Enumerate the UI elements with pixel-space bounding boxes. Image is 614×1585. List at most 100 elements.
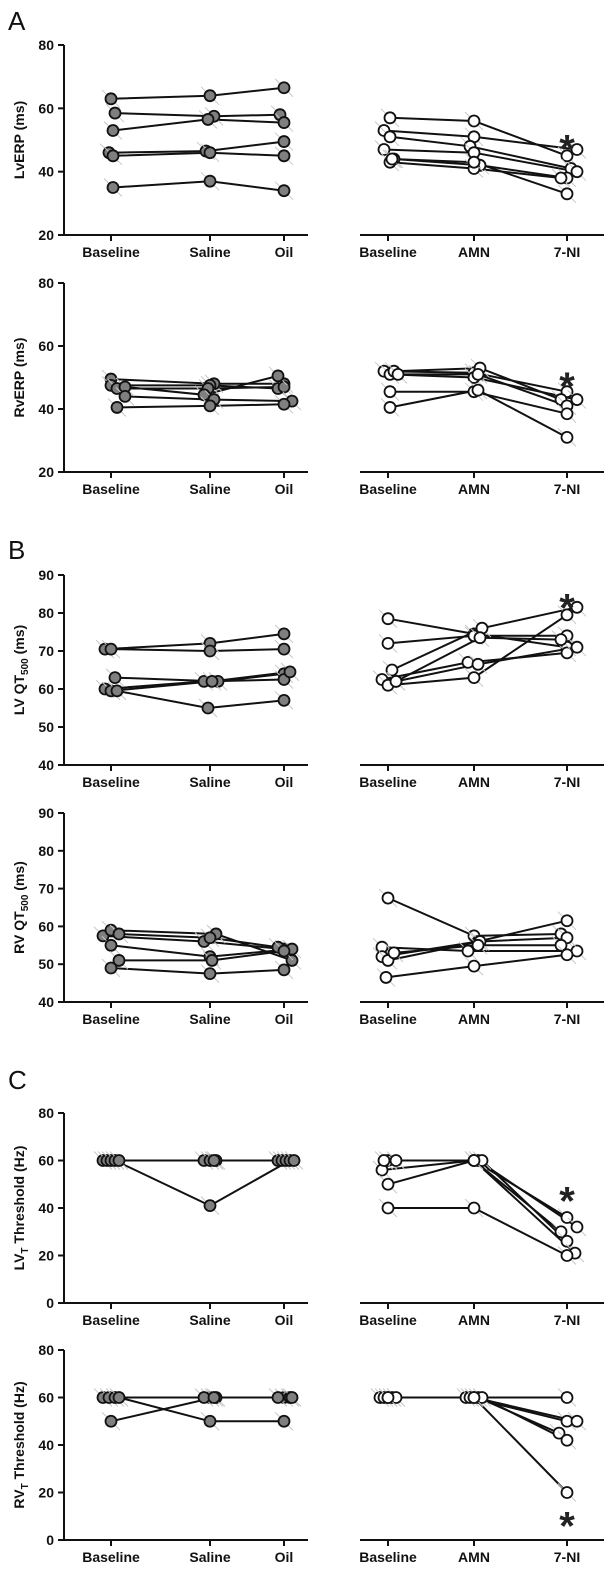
data-point	[104, 1414, 118, 1428]
data-point	[277, 694, 291, 707]
y-tick-label: 20	[38, 1485, 54, 1501]
data-point	[277, 627, 291, 641]
data-point	[467, 1391, 481, 1404]
y-tick-label: 50	[38, 956, 54, 972]
x-tick-label: Saline	[189, 1312, 230, 1328]
data-point	[110, 684, 124, 698]
x-tick-label: Baseline	[82, 1312, 140, 1328]
y-tick-label: 40	[38, 401, 54, 417]
y-tick-label: 70	[38, 881, 54, 897]
y-tick-label: 80	[38, 37, 54, 53]
data-point	[277, 963, 291, 977]
significance-star: *	[559, 1180, 575, 1224]
y-tick-label: 80	[38, 843, 54, 859]
data-point	[118, 389, 132, 403]
data-point	[285, 1391, 299, 1404]
series-line	[388, 1396, 568, 1494]
data-point	[203, 1414, 217, 1428]
data-point	[203, 399, 217, 413]
x-tick-label: 7-NI	[554, 481, 580, 497]
series-line	[112, 180, 285, 192]
data-point	[383, 401, 397, 414]
x-tick-label: 7-NI	[554, 1011, 580, 1027]
data-point	[277, 944, 291, 958]
data-point	[467, 1154, 481, 1167]
data-point	[554, 938, 568, 952]
y-tick-label: 0	[46, 1295, 54, 1311]
y-tick-label: 60	[38, 1390, 54, 1406]
data-point	[277, 135, 291, 148]
chart-panel-3: LV QT500 (ms) 40 50 60 70 80 90 Baseline Saline O…	[11, 567, 604, 790]
y-axis-label: LV QT500 (ms)	[11, 625, 31, 715]
y-axis-label: LVT Threshold (Hz)	[11, 1146, 31, 1271]
data-point	[203, 644, 217, 658]
series-line	[116, 689, 285, 710]
series-line	[112, 118, 285, 132]
data-point	[385, 152, 399, 166]
x-tick-label: AMN	[458, 1312, 490, 1328]
data-point	[106, 124, 120, 137]
chart-panel-2: RvERP (ms) 20 40 60 80 Baseline Saline Oil Basel…	[11, 275, 604, 497]
data-point	[203, 146, 217, 160]
data-point	[203, 174, 217, 188]
y-tick-label: 80	[38, 275, 54, 291]
data-point	[104, 642, 118, 656]
data-point	[381, 1201, 395, 1215]
y-axis-label-text: LV	[11, 1253, 27, 1271]
panel-letter-b: B	[8, 535, 26, 565]
significance-star: *	[559, 127, 575, 171]
chart-panel-6: RVT Threshold (Hz) 0 20 40 60 80 Baseline Salin…	[11, 1342, 604, 1565]
y-axis-label: RvERP (ms)	[11, 338, 27, 418]
series-line	[104, 632, 285, 651]
data-point	[106, 149, 120, 163]
y-axis-label-text: LV QT	[11, 675, 27, 716]
data-point	[560, 430, 574, 444]
data-point	[570, 165, 584, 179]
data-point	[467, 671, 481, 684]
data-point	[560, 1433, 574, 1447]
data-point	[287, 1154, 301, 1167]
data-point	[381, 637, 395, 650]
y-tick-label: 40	[38, 757, 54, 773]
data-point	[387, 946, 401, 960]
data-point	[108, 671, 122, 684]
data-point	[277, 1414, 291, 1428]
x-tick-label: 7-NI	[554, 1312, 580, 1328]
data-point	[389, 675, 403, 688]
data-point	[203, 931, 217, 945]
x-tick-label: Baseline	[82, 774, 140, 790]
data-point	[381, 891, 395, 905]
data-point	[471, 938, 485, 952]
series-line	[114, 1159, 291, 1207]
x-tick-label: Baseline	[359, 1312, 417, 1328]
y-axis-label: LvERP (ms)	[11, 101, 27, 179]
x-tick-label: Oil	[275, 481, 294, 497]
y-tick-label: 0	[46, 1532, 54, 1548]
data-point	[560, 914, 574, 928]
x-tick-label: Saline	[189, 774, 230, 790]
data-point	[570, 1220, 584, 1234]
data-point	[106, 181, 120, 194]
series-line	[108, 140, 285, 154]
x-tick-label: Baseline	[359, 774, 417, 790]
data-point	[570, 143, 584, 156]
data-point	[207, 1154, 221, 1167]
data-point	[112, 1391, 126, 1404]
data-point	[471, 657, 485, 671]
data-point	[277, 184, 291, 198]
data-point	[205, 675, 219, 688]
data-point	[552, 1426, 566, 1440]
data-point	[277, 116, 291, 129]
y-axis-label-unit: Threshold (Hz)	[11, 1146, 27, 1248]
data-point	[385, 663, 399, 677]
data-point	[283, 665, 297, 679]
y-axis-label: RVT Threshold (Hz)	[11, 1381, 31, 1508]
data-point	[570, 600, 584, 614]
y-axis-label-subscript: 500	[20, 894, 31, 911]
series-line	[116, 403, 285, 409]
significance-star: *	[559, 365, 575, 409]
y-axis-label-unit: (ms)	[11, 861, 27, 894]
y-axis-label-unit: Threshold (Hz)	[11, 1381, 27, 1483]
chart-panel-5: LVT Threshold (Hz) 0 20 40 60 80 Baseline Salin…	[11, 1105, 604, 1328]
